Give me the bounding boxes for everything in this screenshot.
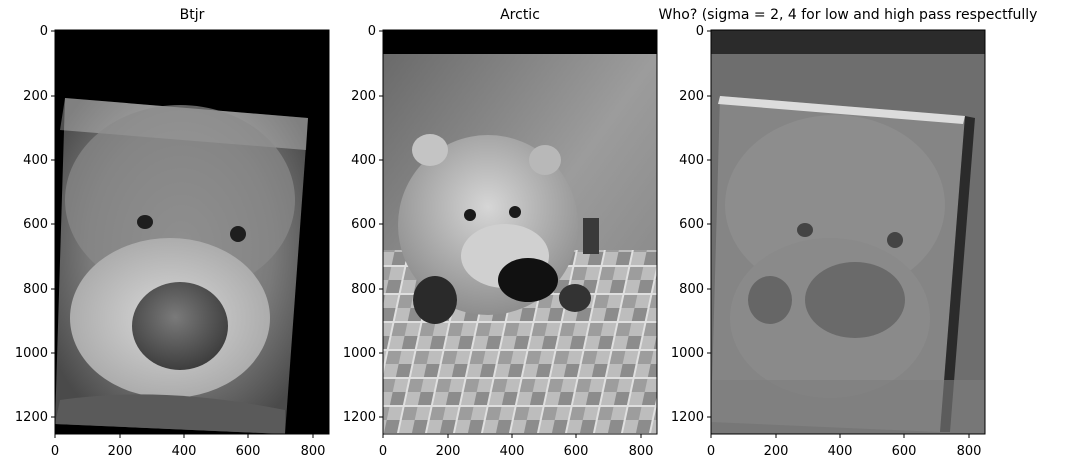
y-tick-label: 200 <box>351 89 376 104</box>
y-tick-label: 0 <box>40 24 48 39</box>
y-tick-label: 1000 <box>343 346 376 361</box>
x-tick-label: 800 <box>629 444 654 459</box>
x-tick-label: 600 <box>236 444 261 459</box>
y-tick-label: 400 <box>679 153 704 168</box>
y-tick-label: 600 <box>679 217 704 232</box>
y-tick-label: 1200 <box>343 410 376 425</box>
x-tick-label: 600 <box>564 444 589 459</box>
x-tick-label: 800 <box>957 444 982 459</box>
y-tick-label: 1000 <box>671 346 704 361</box>
axes-frame-btjr <box>54 29 330 435</box>
panel-title-hybrid: Who? (sigma = 2, 4 for low and high pass… <box>658 7 1038 23</box>
x-tick-label: 800 <box>301 444 326 459</box>
y-tick-label: 200 <box>679 89 704 104</box>
x-tick-label: 400 <box>500 444 525 459</box>
y-tick-label: 1200 <box>671 410 704 425</box>
panel-title-btjr: Btjr <box>179 7 205 23</box>
image-arctic <box>383 30 657 434</box>
x-tick-label: 400 <box>172 444 197 459</box>
ticks-hybrid <box>707 30 970 438</box>
y-tick-label: 400 <box>351 153 376 168</box>
y-tick-label: 600 <box>351 217 376 232</box>
image-hybrid <box>711 30 985 434</box>
x-tick-label: 200 <box>108 444 133 459</box>
ticks-arctic <box>379 30 642 438</box>
y-tick-label: 1000 <box>15 346 48 361</box>
y-tick-label: 800 <box>351 282 376 297</box>
x-tick-label: 200 <box>764 444 789 459</box>
axes-frame-hybrid <box>710 29 986 435</box>
image-btjr <box>55 30 329 434</box>
y-tick-label: 800 <box>23 282 48 297</box>
panel-title-arctic: Arctic <box>500 7 540 23</box>
x-tick-label: 400 <box>828 444 853 459</box>
y-tick-label: 600 <box>23 217 48 232</box>
x-tick-label: 600 <box>892 444 917 459</box>
x-tick-label: 0 <box>707 444 715 459</box>
x-tick-label: 0 <box>51 444 59 459</box>
y-tick-label: 0 <box>368 24 376 39</box>
x-tick-label: 200 <box>436 444 461 459</box>
x-tick-label: 0 <box>379 444 387 459</box>
y-tick-label: 200 <box>23 89 48 104</box>
y-tick-label: 400 <box>23 153 48 168</box>
axes-frame-arctic <box>382 29 658 435</box>
ticks-btjr <box>51 30 314 438</box>
y-tick-label: 0 <box>696 24 704 39</box>
y-tick-label: 800 <box>679 282 704 297</box>
y-tick-label: 1200 <box>15 410 48 425</box>
